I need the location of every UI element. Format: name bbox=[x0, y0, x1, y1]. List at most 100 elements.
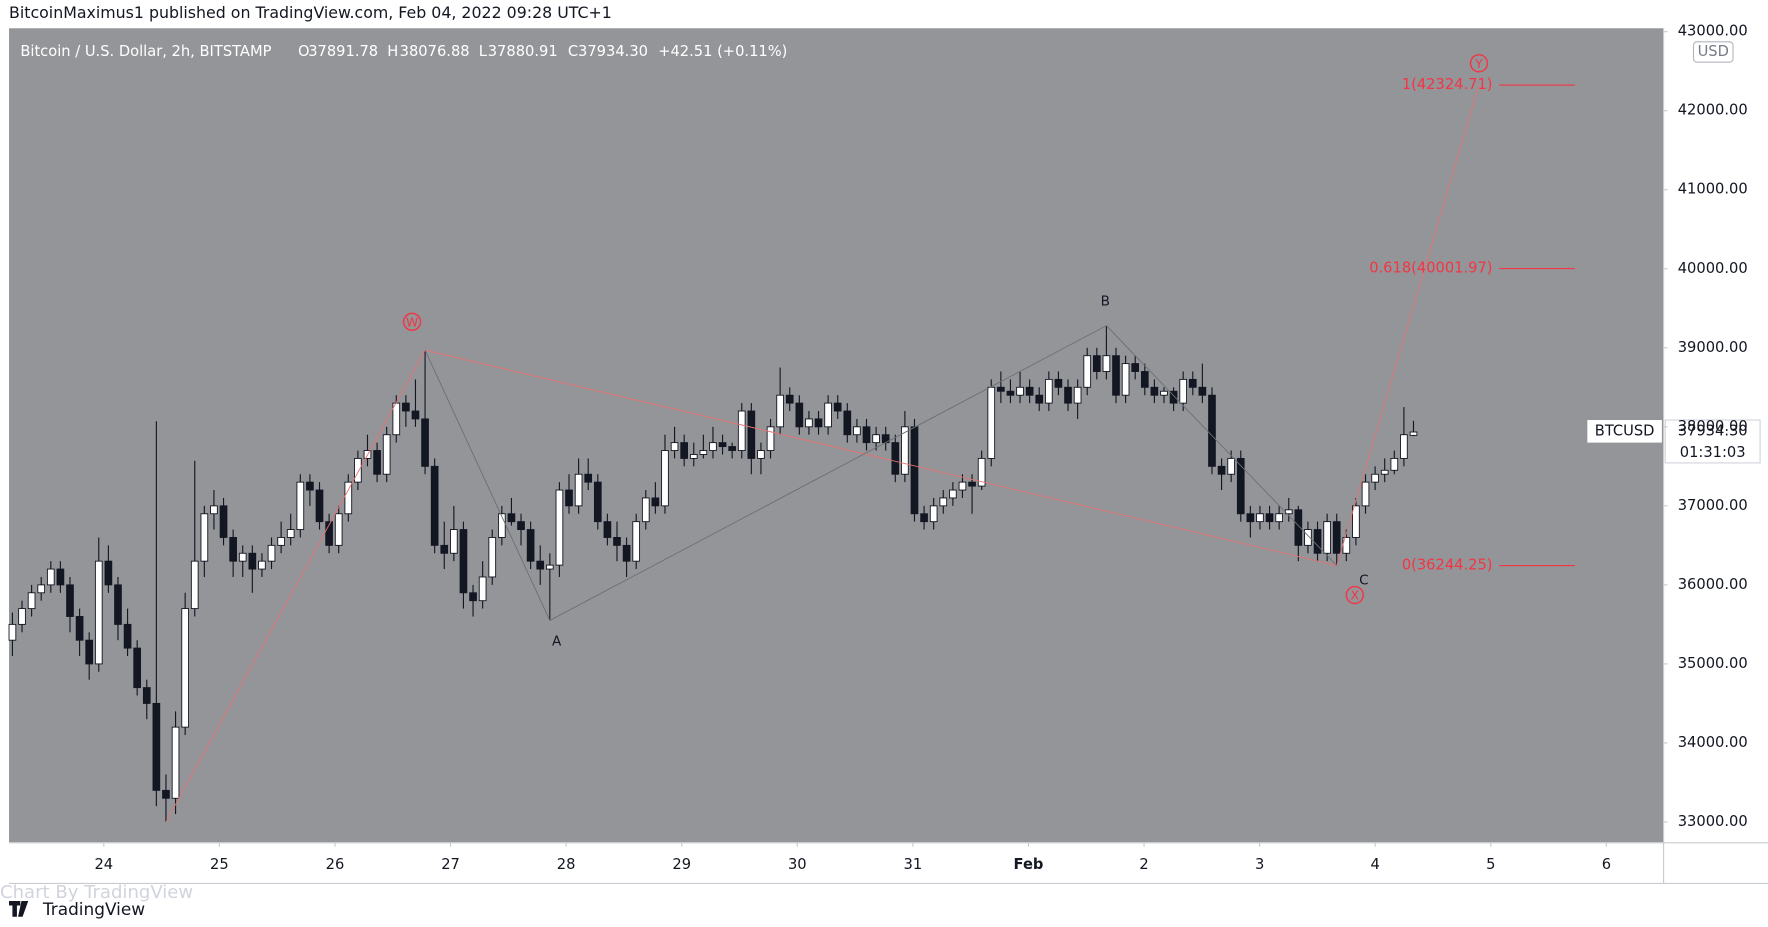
x-tick-label: 2 bbox=[1139, 856, 1148, 873]
candle-body bbox=[1409, 431, 1418, 436]
candle-body bbox=[286, 529, 295, 538]
candle-body bbox=[1400, 434, 1408, 459]
y-tick-label: 38000.00 bbox=[1678, 418, 1748, 435]
high: 38076.88 bbox=[400, 43, 470, 60]
candle-body bbox=[901, 426, 909, 475]
candle-body bbox=[737, 410, 746, 451]
candle-body bbox=[459, 529, 468, 594]
close: 37934.30 bbox=[578, 43, 648, 60]
candle-body bbox=[872, 434, 880, 444]
candle-body bbox=[344, 481, 353, 515]
y-tick-label: 37000.00 bbox=[1678, 497, 1748, 514]
candle-body bbox=[478, 576, 487, 602]
candle-body bbox=[670, 442, 679, 451]
candle-body bbox=[306, 481, 314, 491]
candle-body bbox=[123, 623, 132, 649]
candle-body bbox=[891, 442, 900, 475]
candle-body bbox=[507, 513, 516, 523]
candle-body bbox=[939, 497, 948, 507]
l-letter: L bbox=[479, 43, 488, 60]
x-tick-label: 28 bbox=[557, 856, 576, 873]
candle-body bbox=[190, 560, 199, 610]
candle-body bbox=[267, 544, 276, 562]
candle-body bbox=[968, 481, 976, 487]
y-tick-label: 33000.00 bbox=[1678, 813, 1748, 830]
candle-body bbox=[46, 568, 55, 586]
h-letter: H bbox=[387, 43, 398, 60]
x-tick-label: 5 bbox=[1486, 856, 1495, 873]
fib-label: 1(42324.71) bbox=[1402, 76, 1493, 93]
candle-body bbox=[987, 386, 996, 459]
candle-body bbox=[641, 497, 650, 523]
candle-body bbox=[258, 560, 266, 570]
candle-body bbox=[680, 442, 689, 459]
candle-body bbox=[776, 394, 784, 428]
wave-line-red bbox=[165, 84, 1480, 823]
candle-body bbox=[1304, 529, 1312, 546]
candle-body bbox=[536, 560, 545, 570]
candle-body bbox=[430, 465, 439, 546]
candle-body bbox=[766, 426, 775, 451]
candle-body bbox=[699, 450, 708, 455]
candle-body bbox=[709, 442, 717, 451]
candle-body bbox=[1361, 481, 1370, 507]
x-tick-label: 27 bbox=[441, 856, 460, 873]
candle-body bbox=[862, 426, 871, 444]
candle-body bbox=[248, 552, 257, 570]
candle-body bbox=[440, 544, 449, 554]
y-tick-label: 43000.00 bbox=[1678, 23, 1748, 40]
candle-body bbox=[85, 639, 94, 665]
candle-body bbox=[114, 584, 122, 625]
wave-line-gray bbox=[424, 325, 1338, 622]
x-tick-label: 4 bbox=[1371, 856, 1380, 873]
wave-circle bbox=[402, 312, 422, 332]
candle-body bbox=[843, 410, 852, 436]
wave-label: A bbox=[552, 633, 562, 649]
candle-body bbox=[689, 454, 698, 459]
candle-body bbox=[315, 489, 324, 523]
candle-body bbox=[1390, 457, 1399, 471]
candle-body bbox=[162, 789, 170, 799]
candle-body bbox=[584, 473, 593, 483]
wave-label: Y bbox=[1474, 56, 1483, 71]
y-tick-label: 36000.00 bbox=[1678, 576, 1748, 593]
candle-body bbox=[1016, 386, 1024, 396]
candle-body bbox=[75, 616, 84, 641]
candle-body bbox=[497, 513, 506, 538]
symbol-tag-text: BTCUSD bbox=[1595, 422, 1655, 439]
candle-body bbox=[526, 529, 535, 562]
candle-body bbox=[661, 450, 669, 507]
candle-body bbox=[1073, 386, 1082, 404]
candle-body bbox=[296, 481, 305, 531]
wave-label: B bbox=[1101, 293, 1110, 309]
candle-body bbox=[949, 489, 957, 499]
x-tick-label: 26 bbox=[326, 856, 345, 873]
candle-body bbox=[574, 473, 583, 507]
candle-body bbox=[1208, 394, 1216, 467]
currency-button[interactable] bbox=[1692, 41, 1734, 63]
c-letter: C bbox=[568, 43, 578, 60]
open: 37891.78 bbox=[308, 43, 378, 60]
candle-body bbox=[728, 446, 736, 451]
y-tick-label: 35000.00 bbox=[1678, 655, 1748, 672]
candle-body bbox=[997, 386, 1005, 392]
candle-body bbox=[382, 434, 391, 475]
candle-body bbox=[545, 564, 554, 570]
candle-body bbox=[402, 402, 410, 412]
candle-body bbox=[718, 442, 727, 448]
candle-body bbox=[1332, 521, 1341, 554]
candle-body bbox=[171, 726, 180, 799]
candle-body bbox=[181, 608, 189, 728]
candle-body bbox=[8, 623, 17, 641]
y-tick-label: 40000.00 bbox=[1678, 260, 1748, 277]
x-tick-label: 24 bbox=[94, 856, 113, 873]
currency-label[interactable]: USD bbox=[1698, 43, 1729, 60]
candle-body bbox=[325, 521, 333, 546]
candle-body bbox=[824, 402, 832, 428]
candle-body bbox=[1217, 465, 1226, 475]
x-tick-label: 3 bbox=[1255, 856, 1264, 873]
candle-body bbox=[219, 505, 228, 538]
candle-body bbox=[603, 521, 612, 538]
candle-body bbox=[1112, 355, 1120, 396]
